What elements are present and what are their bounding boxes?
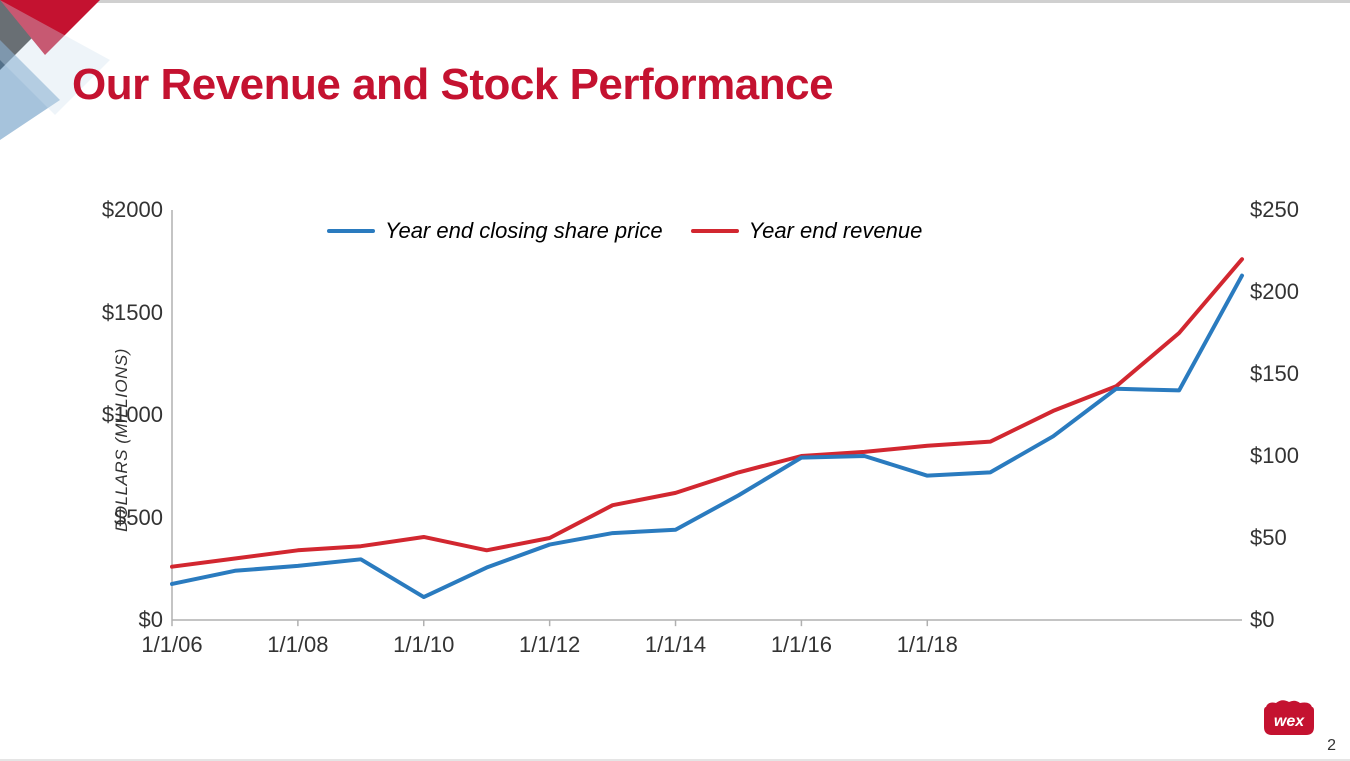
top-border: [0, 0, 1350, 3]
y1-ticks: $0$500$1000$1500$2000: [88, 210, 163, 620]
legend-item-revenue: Year end revenue: [691, 218, 923, 244]
page-title: Our Revenue and Stock Performance: [72, 60, 833, 110]
legend-swatch-revenue: [691, 229, 739, 233]
legend-label-share-price: Year end closing share price: [385, 218, 663, 244]
legend-label-revenue: Year end revenue: [749, 218, 923, 244]
plot-area: Year end closing share price Year end re…: [172, 210, 1242, 620]
page-number: 2: [1327, 737, 1336, 755]
y2-ticks: $0$50$100$150$200$250: [1250, 210, 1320, 620]
chart-legend: Year end closing share price Year end re…: [327, 218, 922, 244]
revenue-stock-chart: DOLLARS (MILLIONS) $0$500$1000$1500$2000…: [30, 210, 1320, 670]
svg-text:wex: wex: [1274, 713, 1305, 730]
legend-swatch-share-price: [327, 229, 375, 233]
wex-logo: wex: [1262, 699, 1316, 739]
x-ticks: 1/1/061/1/081/1/101/1/121/1/141/1/161/1/…: [172, 632, 1242, 662]
legend-item-share-price: Year end closing share price: [327, 218, 663, 244]
chart-svg: [172, 210, 1242, 620]
